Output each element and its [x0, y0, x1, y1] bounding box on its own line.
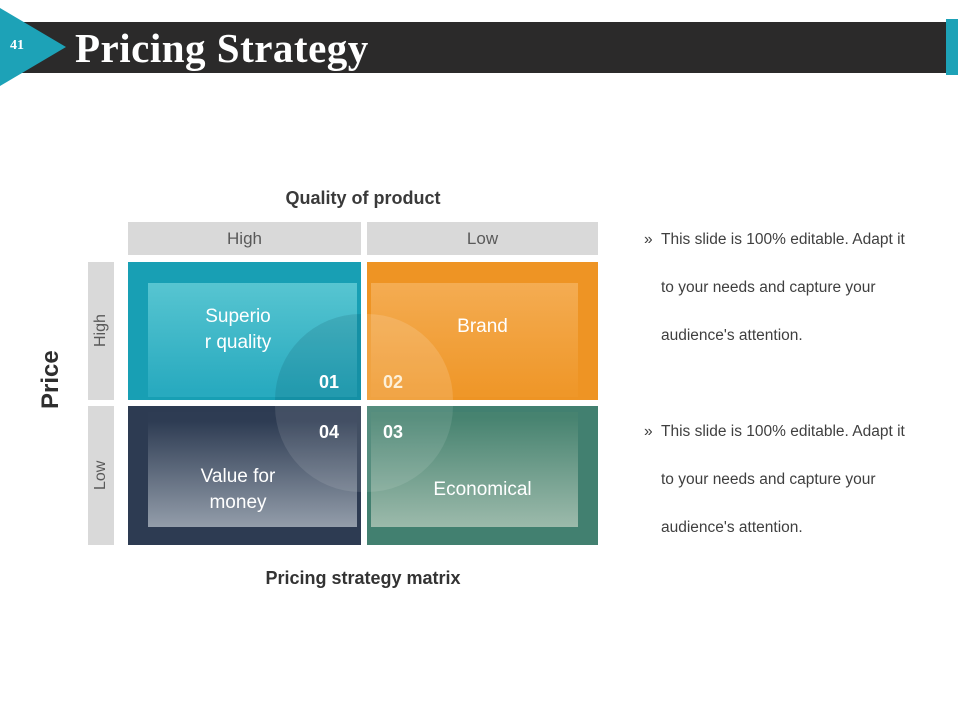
- note-text: This slide is 100% editable. Adapt it to…: [661, 423, 905, 536]
- quadrant-label: Value for money: [200, 466, 276, 513]
- quadrant-number: 01: [318, 372, 339, 392]
- page-number-arrow-icon: [0, 8, 66, 86]
- title-bar: [20, 22, 946, 73]
- note-block: » This slide is 100% editable. Adapt it …: [644, 216, 951, 360]
- row-header-high: High: [88, 262, 114, 400]
- quadrant-economical: Economical 03: [367, 406, 598, 545]
- matrix-caption: Pricing strategy matrix: [265, 568, 461, 588]
- note-text: This slide is 100% editable. Adapt it to…: [661, 231, 905, 344]
- bullet-icon: »: [644, 423, 653, 440]
- quadrant-inner-panel: [148, 283, 357, 397]
- quadrant-inner-panel: [371, 283, 578, 397]
- slide-title: Pricing Strategy: [75, 25, 369, 71]
- quadrant-label: Brand: [457, 316, 508, 337]
- quadrant-number: 02: [383, 372, 404, 392]
- page-number: 41: [10, 38, 24, 53]
- quadrant-value-for-money: Value for money 04: [128, 406, 361, 545]
- bullet-icon: »: [644, 231, 653, 248]
- quadrant-superior-quality: Superio r quality 01: [128, 262, 361, 400]
- row-header-low: Low: [88, 406, 114, 545]
- column-header-high: High: [128, 222, 361, 255]
- quadrant-inner-panel: [148, 412, 357, 527]
- accent-strip: [946, 19, 958, 75]
- quadrant-number: 03: [383, 422, 404, 442]
- x-axis-title: Quality of product: [285, 188, 441, 208]
- quadrant-label: Superio r quality: [204, 306, 272, 353]
- y-axis-title: Price: [37, 350, 64, 410]
- quadrant-number: 04: [318, 422, 339, 442]
- quadrant-inner-panel: [371, 412, 578, 527]
- quadrant-brand: Brand 02: [367, 262, 598, 400]
- column-header-low: Low: [367, 222, 598, 255]
- quadrant-label: Economical: [433, 479, 532, 500]
- note-block: » This slide is 100% editable. Adapt it …: [644, 408, 951, 552]
